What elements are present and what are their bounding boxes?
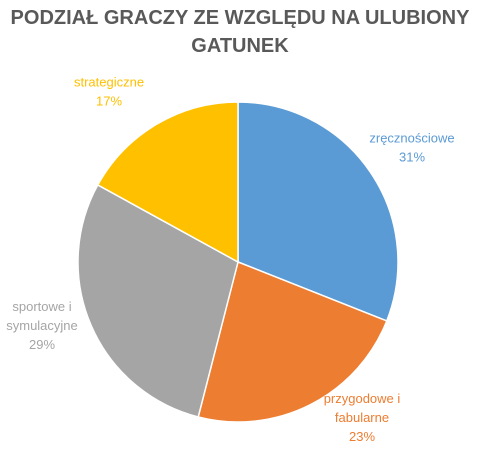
- pie-slice-sportowe-i-symulacyjne: [77, 183, 239, 418]
- chart-title-line-2: GATUNEK: [191, 35, 289, 57]
- data-label-strategiczne: strategiczne 17%: [74, 75, 144, 109]
- chart-title-line-1: PODZIAŁ GRACZY ZE WZGLĘDU NA ULUBIONY: [11, 7, 471, 29]
- data-label-percent: 17%: [96, 94, 122, 109]
- data-label-category: zręcznościowe: [369, 131, 454, 146]
- data-label-zręcznościowe: zręcznościowe 31%: [369, 131, 454, 165]
- data-label-category: sportowe i: [12, 299, 71, 314]
- data-labels: zręcznościowe 31% przygodowe i fabularne 23%…: [6, 75, 454, 445]
- data-label-percent: 31%: [399, 150, 425, 165]
- data-label-percent: 29%: [29, 337, 55, 352]
- pie-slices: [77, 101, 399, 423]
- data-label-przygodowe-i-fabularne: przygodowe i fabularne 23%: [324, 391, 401, 444]
- data-label-category: symulacyjne: [6, 318, 78, 333]
- data-label-sportowe-i-symulacyjne: sportowe i symulacyjne 29%: [6, 299, 78, 352]
- data-label-category: fabularne: [335, 410, 389, 425]
- data-label-percent: 23%: [349, 429, 375, 444]
- data-label-category: przygodowe i: [324, 391, 401, 406]
- pie-slice-przygodowe-i-fabularne: [197, 260, 388, 423]
- data-label-category: strategiczne: [74, 75, 144, 90]
- pie-slice-strategiczne: [96, 101, 239, 264]
- pie-slice-zręcznościowe: [237, 101, 399, 322]
